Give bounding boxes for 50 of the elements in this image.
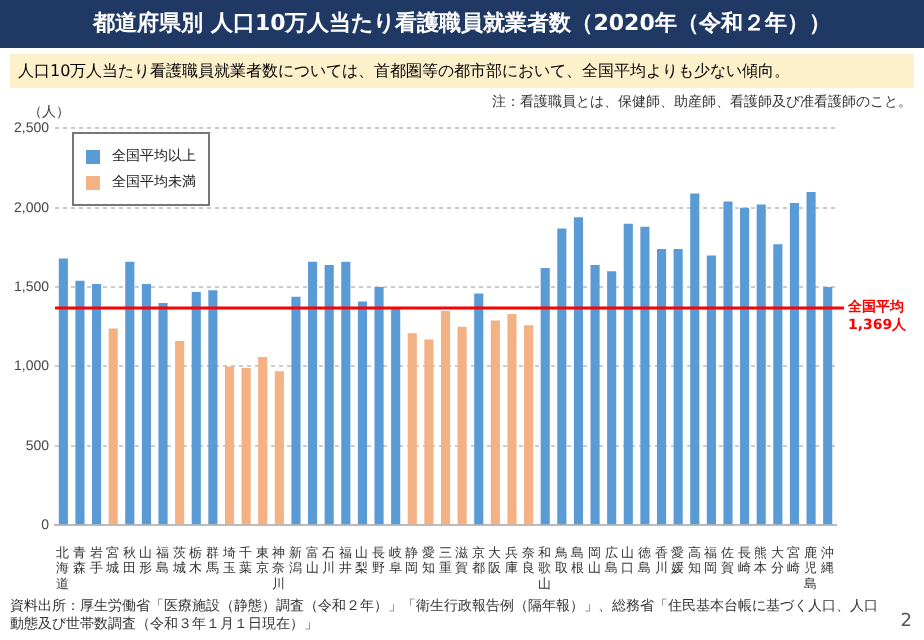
- bar: [108, 328, 118, 525]
- bar: [673, 249, 683, 525]
- bar: [690, 193, 700, 525]
- bar: [806, 191, 816, 525]
- bar: [341, 261, 351, 525]
- text: 2: [900, 612, 912, 632]
- bar: [274, 371, 284, 525]
- bar: [75, 280, 85, 525]
- bar: [258, 356, 268, 525]
- bar: [789, 203, 800, 525]
- bar: [158, 302, 168, 525]
- bar: [92, 283, 102, 525]
- bar: [706, 255, 716, 525]
- chart-subtitle: 人口10万人当たり看護職員就業者数については、首都圏等の都市部において、全国平均よりも少ない傾向。: [10, 54, 914, 88]
- bar: [557, 228, 567, 525]
- bar: [723, 201, 733, 525]
- bar: [357, 301, 368, 525]
- bar: [291, 296, 301, 525]
- bar: [490, 320, 500, 525]
- bar: [324, 264, 334, 525]
- bar: [640, 226, 650, 525]
- bar: [407, 333, 417, 525]
- bar: [756, 204, 766, 525]
- bar: [440, 310, 451, 525]
- bar: [573, 217, 584, 525]
- bar: [656, 249, 667, 525]
- bar: [607, 271, 617, 525]
- bar: [125, 261, 135, 525]
- bar: [308, 261, 318, 525]
- bar: [241, 368, 251, 525]
- bar: [58, 258, 68, 525]
- bar: [540, 268, 550, 525]
- bar: [590, 264, 600, 525]
- bar: [740, 207, 750, 525]
- bar: [391, 307, 401, 525]
- bar: [175, 341, 185, 525]
- bar: [424, 339, 434, 525]
- bar: [141, 283, 151, 525]
- bar: [224, 366, 235, 525]
- bar: [457, 326, 467, 525]
- bar: [823, 287, 833, 525]
- bar: [474, 293, 484, 525]
- bar: [208, 290, 218, 525]
- bar: [773, 244, 783, 525]
- chart-title: 都道府県別 人口10万人当たり看護職員就業者数（2020年（令和２年））: [0, 0, 924, 48]
- bar: [191, 291, 201, 525]
- bar: [374, 287, 384, 525]
- bar: [623, 223, 633, 525]
- bar: [507, 314, 517, 525]
- bar: [524, 325, 534, 525]
